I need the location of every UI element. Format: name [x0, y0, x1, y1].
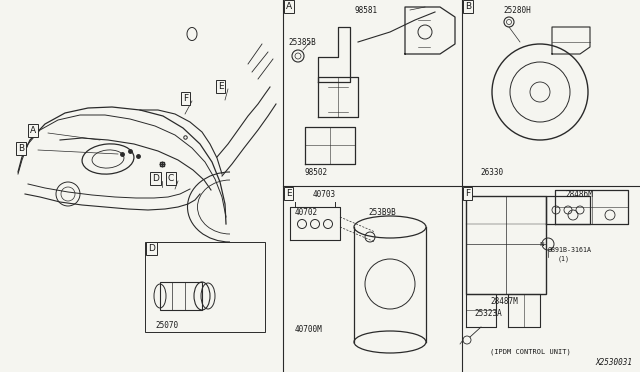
- Text: B: B: [465, 2, 471, 11]
- Text: 28487M: 28487M: [490, 298, 518, 307]
- Text: N: N: [540, 241, 545, 247]
- Bar: [160, 282, 202, 310]
- Text: A: A: [286, 2, 292, 11]
- Text: E: E: [286, 189, 292, 198]
- Bar: [145, 242, 265, 332]
- Text: 253B9B: 253B9B: [368, 208, 396, 217]
- Text: A: A: [30, 126, 36, 135]
- Text: F: F: [465, 189, 470, 198]
- Text: 0B91B-3161A: 0B91B-3161A: [548, 247, 592, 253]
- Text: 25323A: 25323A: [474, 310, 502, 318]
- Text: (1): (1): [558, 256, 570, 262]
- Text: 98502: 98502: [305, 167, 328, 176]
- Text: 25070: 25070: [156, 321, 179, 330]
- Text: B: B: [18, 144, 24, 153]
- Text: F: F: [183, 94, 188, 103]
- Text: D: D: [148, 244, 155, 253]
- Text: 25280H: 25280H: [503, 6, 531, 15]
- Text: 28486M: 28486M: [565, 189, 593, 199]
- Text: 98581: 98581: [355, 6, 378, 15]
- Text: C: C: [168, 174, 174, 183]
- Text: 25385B: 25385B: [288, 38, 316, 46]
- Text: D: D: [152, 174, 159, 183]
- Text: (IPDM CONTROL UNIT): (IPDM CONTROL UNIT): [490, 349, 571, 355]
- Text: 40703: 40703: [313, 189, 336, 199]
- Text: X2530031: X2530031: [595, 358, 632, 367]
- Text: 26330: 26330: [480, 167, 503, 176]
- Text: E: E: [218, 82, 223, 91]
- Text: 40702: 40702: [295, 208, 318, 217]
- Text: 40700M: 40700M: [295, 326, 323, 334]
- Bar: [466, 196, 546, 294]
